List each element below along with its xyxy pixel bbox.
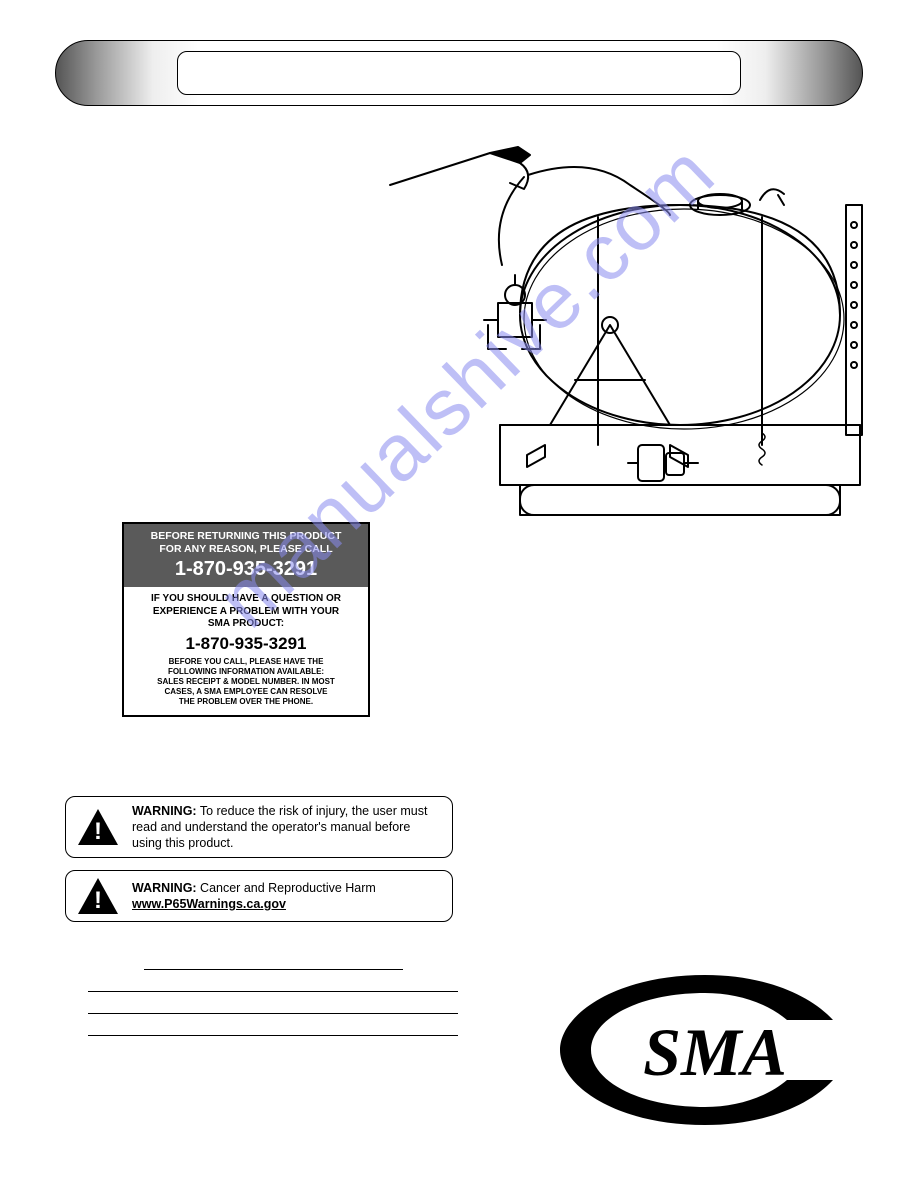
- info-small2: FOLLOWING INFORMATION AVAILABLE:: [132, 667, 360, 677]
- header-inner-panel: [177, 51, 741, 95]
- question-line2: EXPERIENCE A PROBLEM WITH YOUR: [132, 606, 360, 619]
- info-small1: BEFORE YOU CALL, PLEASE HAVE THE: [132, 657, 360, 667]
- p65-link[interactable]: www.P65Warnings.ca.gov: [132, 897, 286, 911]
- return-light-panel: IF YOU SHOULD HAVE A QUESTION OR EXPERIE…: [124, 587, 368, 715]
- question-line1: IF YOU SHOULD HAVE A QUESTION OR: [132, 593, 360, 606]
- warning-icon: !: [76, 876, 120, 916]
- info-small4: CASES, A SMA EMPLOYEE CAN RESOLVE: [132, 687, 360, 697]
- warning-text-2: WARNING: Cancer and Reproductive Harm ww…: [132, 880, 376, 913]
- return-line1: BEFORE RETURNING THIS PRODUCT: [132, 530, 360, 543]
- question-line3: SMA PRODUCT:: [132, 618, 360, 631]
- warning-body-2: Cancer and Reproductive Harm: [197, 881, 376, 895]
- warning-box-p65: ! WARNING: Cancer and Reproductive Harm …: [65, 870, 453, 922]
- info-small5: THE PROBLEM OVER THE PHONE.: [132, 697, 360, 707]
- return-line2: FOR ANY REASON, PLEASE CALL: [132, 543, 360, 556]
- sma-logo: SMA: [555, 965, 855, 1135]
- header-bar: [55, 40, 863, 106]
- logo-text: SMA: [643, 1014, 787, 1090]
- blank-line-2: [88, 970, 458, 992]
- question-phone: 1-870-935-3291: [132, 633, 360, 654]
- svg-text:!: !: [94, 818, 102, 845]
- blank-line-4: [88, 1014, 458, 1036]
- return-info-box: BEFORE RETURNING THIS PRODUCT FOR ANY RE…: [122, 522, 370, 717]
- return-dark-panel: BEFORE RETURNING THIS PRODUCT FOR ANY RE…: [124, 524, 368, 587]
- info-small3: SALES RECEIPT & MODEL NUMBER. IN MOST: [132, 677, 360, 687]
- blank-line-3: [88, 992, 458, 1014]
- warning-icon: !: [76, 807, 120, 847]
- warning-text-1: WARNING: To reduce the risk of injury, t…: [132, 803, 442, 852]
- warning-label-1: WARNING:: [132, 804, 197, 818]
- fill-in-lines: [88, 948, 458, 1036]
- product-illustration: [370, 145, 880, 535]
- svg-text:!: !: [94, 887, 102, 914]
- warning-box-injury: ! WARNING: To reduce the risk of injury,…: [65, 796, 453, 858]
- warning-label-2: WARNING:: [132, 881, 197, 895]
- blank-line-1: [144, 948, 403, 970]
- return-phone-main: 1-870-935-3291: [132, 558, 360, 581]
